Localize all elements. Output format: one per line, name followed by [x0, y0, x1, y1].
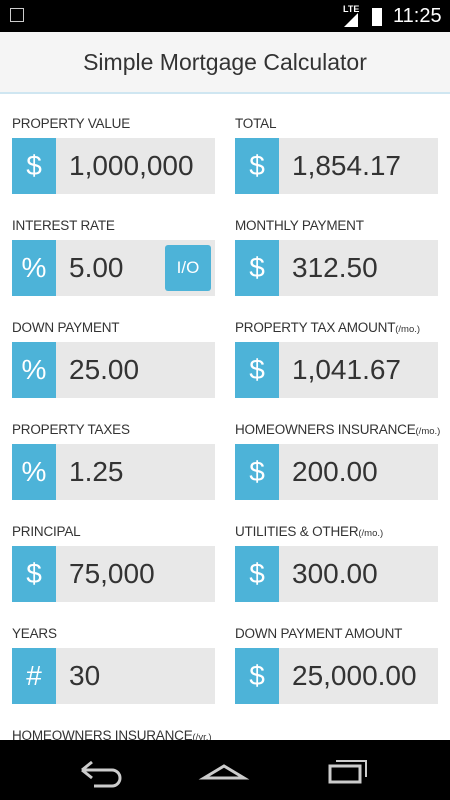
network-type: LTE: [343, 4, 360, 14]
input-prefix: $: [235, 648, 279, 704]
field-label: HOMEOWNERS INSURANCE(/yr.): [12, 728, 212, 743]
input-prefix: %: [12, 444, 56, 500]
input-field[interactable]: $300.00: [235, 546, 438, 602]
input-value: 25.00: [69, 354, 140, 385]
field-label: TOTAL: [235, 116, 276, 131]
input-field[interactable]: $1,854.17: [235, 138, 438, 194]
label-unit: (/mo.): [415, 426, 441, 437]
input-value: 1,000,000: [69, 150, 194, 181]
field-label: INTEREST RATE: [12, 218, 115, 233]
input-prefix: $: [235, 138, 279, 194]
input-value: 30: [69, 660, 101, 691]
nav-icons: [81, 760, 367, 788]
toggle-button[interactable]: I/O: [165, 245, 211, 291]
input-prefix: $: [235, 546, 279, 602]
signal-icon: [344, 13, 358, 27]
clock: 11:25: [393, 5, 442, 27]
input-value: 1,854.17: [292, 150, 401, 181]
input-value: 300.00: [292, 558, 378, 589]
input-value: 75,000: [69, 558, 155, 589]
input-field[interactable]: #30: [12, 648, 215, 704]
input-field[interactable]: % 25.00: [12, 342, 215, 398]
input-value: 5.00: [69, 252, 124, 283]
label-text: DOWN PAYMENT: [12, 320, 120, 335]
input-prefix: $: [235, 342, 279, 398]
input-prefix: $: [12, 546, 56, 602]
label-text: PROPERTY TAX AMOUNT: [235, 320, 396, 335]
field-label: PRINCIPAL: [12, 524, 81, 539]
field-label: UTILITIES & OTHER(/mo.): [235, 524, 383, 539]
input-field[interactable]: % 1.25: [12, 444, 215, 500]
recents-button[interactable]: [328, 760, 367, 784]
field-label: PROPERTY TAXES: [12, 422, 130, 437]
field-label: YEARS: [12, 626, 57, 641]
label-text: PROPERTY VALUE: [12, 116, 130, 131]
label-unit: (/mo.): [395, 324, 421, 335]
input-field[interactable]: $25,000.00: [235, 648, 438, 704]
label-text: PRINCIPAL: [12, 524, 81, 539]
label-text: TOTAL: [235, 116, 277, 131]
label-text: HOMEOWNERS INSURANCE: [235, 422, 416, 437]
notification-icon: [10, 8, 24, 22]
input-field[interactable]: $200.00: [235, 444, 438, 500]
input-field[interactable]: $75,000: [12, 546, 215, 602]
input-prefix: $: [235, 444, 279, 500]
input-field[interactable]: $1,000,000: [12, 138, 215, 194]
back-button[interactable]: [81, 760, 122, 788]
input-field[interactable]: % 5.00 I/O: [12, 240, 215, 296]
label-text: MONTHLY PAYMENT: [235, 218, 364, 233]
field-label: MONTHLY PAYMENT: [235, 218, 364, 233]
battery-icon: [372, 8, 382, 26]
field-label: PROPERTY TAX AMOUNT(/mo.): [235, 320, 420, 335]
label-unit: (/mo.): [358, 528, 384, 539]
app-title: Simple Mortgage Calculator: [83, 49, 367, 75]
home-button[interactable]: [198, 764, 250, 780]
navigation-bar: [0, 740, 450, 800]
input-field[interactable]: $1,041.67: [235, 342, 438, 398]
status-bar: LTE 11:25: [0, 0, 450, 32]
label-text: PROPERTY TAXES: [12, 422, 130, 437]
label-unit: (/yr.): [192, 732, 212, 743]
field-label: HOMEOWNERS INSURANCE(/mo.): [235, 422, 440, 437]
input-prefix: $: [235, 240, 279, 296]
input-prefix: #: [12, 648, 56, 704]
input-value: 1,041.67: [292, 354, 401, 385]
field-label: DOWN PAYMENT AMOUNT: [235, 626, 402, 641]
field-label: DOWN PAYMENT: [12, 320, 120, 335]
label-text: UTILITIES & OTHER: [235, 524, 359, 539]
input-value: 200.00: [292, 456, 378, 487]
input-value: 25,000.00: [292, 660, 417, 691]
input-field[interactable]: $312.50: [235, 240, 438, 296]
input-prefix: %: [12, 240, 56, 296]
input-prefix: %: [12, 342, 56, 398]
input-value: 1.25: [69, 456, 124, 487]
input-prefix: $: [12, 138, 56, 194]
label-text: DOWN PAYMENT AMOUNT: [235, 626, 403, 641]
label-text: INTEREST RATE: [12, 218, 115, 233]
label-text: YEARS: [12, 626, 57, 641]
field-label: PROPERTY VALUE: [12, 116, 130, 131]
app-bar: Simple Mortgage Calculator: [0, 32, 450, 94]
label-text: HOMEOWNERS INSURANCE: [12, 728, 193, 743]
input-value: 312.50: [292, 252, 378, 283]
